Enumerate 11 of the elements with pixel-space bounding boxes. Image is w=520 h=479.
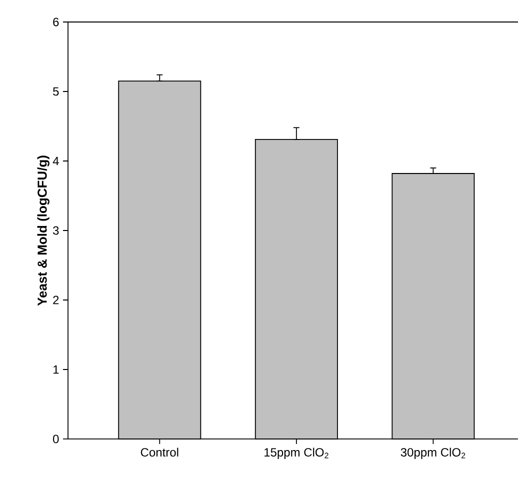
y-tick-label: 3 xyxy=(53,226,59,235)
y-tick-label: 6 xyxy=(53,18,59,26)
y-axis-title: Yeast & Mold (logCFU/g) xyxy=(37,156,50,306)
y-tick-label: 1 xyxy=(53,365,59,374)
x-tick-label: 30ppm ClO$_{2}$ xyxy=(400,448,466,459)
y-tick-label: 4 xyxy=(52,156,59,166)
x-tick-label: 15ppm ClO$_{2}$ xyxy=(264,448,328,459)
y-tick-label: 0 xyxy=(53,434,59,444)
x-tick-label: Control xyxy=(140,448,178,457)
y-tick-label: 2 xyxy=(53,296,59,304)
y-tick-label: 5 xyxy=(53,87,59,96)
